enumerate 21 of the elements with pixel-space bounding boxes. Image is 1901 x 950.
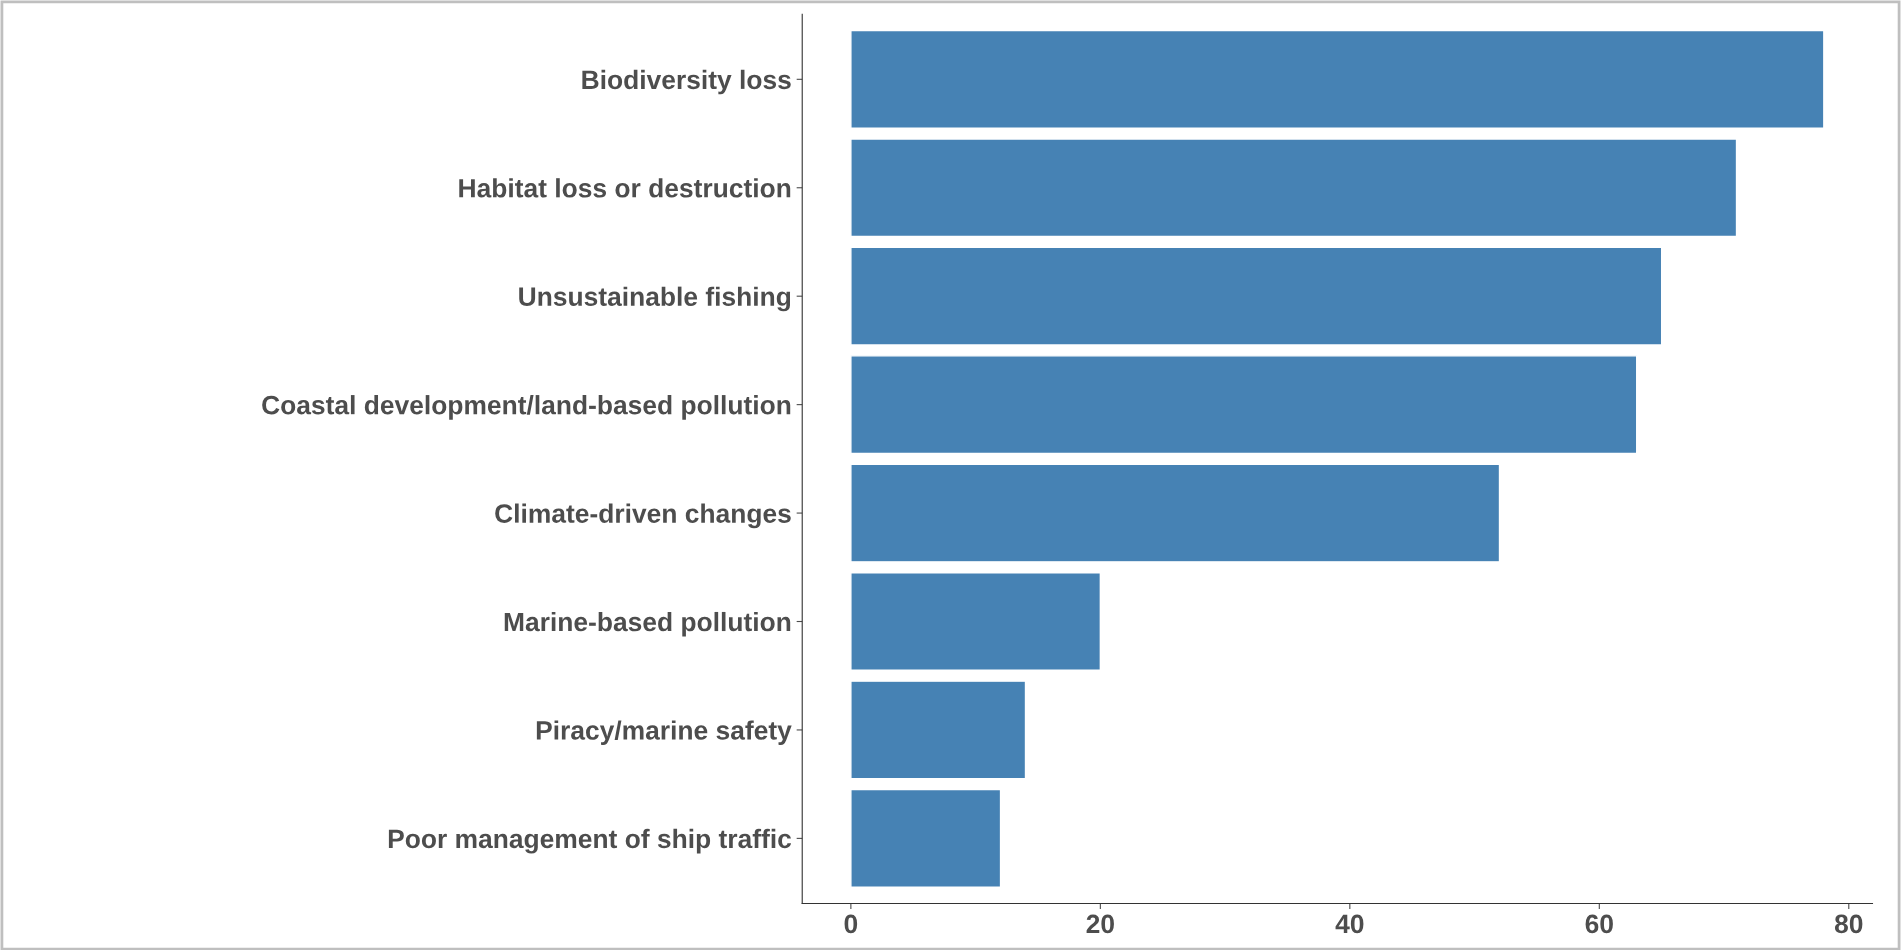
bar [850,463,1501,563]
x-tick-label: 0 [844,914,858,934]
y-tick-label: Piracy/marine safety [536,720,792,745]
bar [850,788,1002,888]
y-tick-label: Poor management of ship traffic [388,828,792,854]
y-tick-label: Marine-based pollution [504,611,791,637]
x-tick-label: 80 [1834,914,1863,934]
bar [850,29,1825,129]
x-tick-label: 20 [1086,914,1114,934]
y-tick-label: Climate-driven changes [495,503,791,529]
y-tick-label: Biodiversity loss [582,69,791,95]
bar [850,246,1663,346]
bar [850,138,1738,238]
x-tick-label: 60 [1585,914,1613,934]
y-tick-label: Habitat loss or destruction [459,178,791,198]
bar [850,680,1027,780]
y-tick-label: Coastal development/land-based pollution [262,395,791,420]
y-tick-label: Unsustainable fishing [519,286,791,312]
x-tick-label: 40 [1335,914,1364,934]
bar [850,355,1638,455]
bar [850,572,1102,672]
